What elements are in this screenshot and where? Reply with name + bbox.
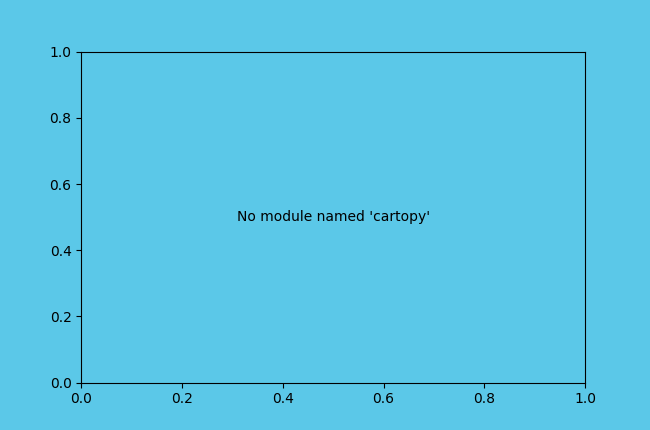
Text: No module named 'cartopy': No module named 'cartopy'	[237, 210, 430, 224]
